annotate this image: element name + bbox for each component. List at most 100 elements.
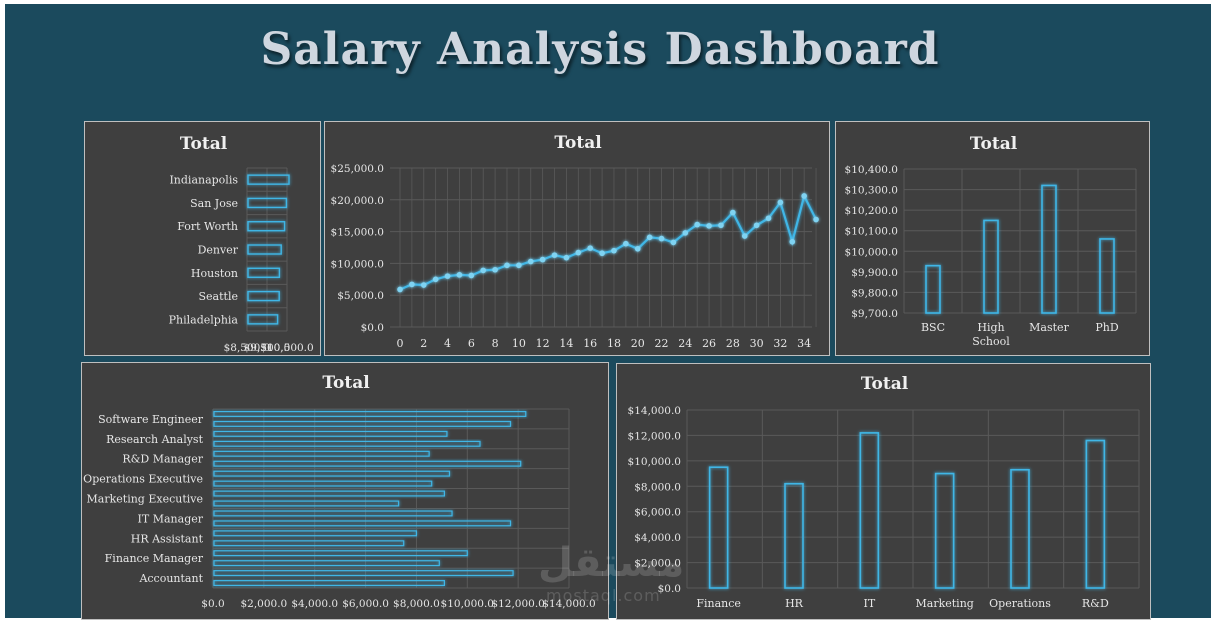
- data-point: [492, 266, 498, 273]
- y-tick-label: $8,000.0: [634, 481, 681, 493]
- x-tick-label: 0: [397, 337, 404, 350]
- data-point: [634, 245, 641, 252]
- data-point: [706, 223, 712, 229]
- chart-svg: Total $0.0 $5,000.0 $10,000.0 $15,000.0 $20,0…: [331, 133, 819, 350]
- category-label: Indianapolis: [169, 174, 238, 187]
- category-label: Marketing: [916, 597, 974, 610]
- data-point: [718, 222, 724, 229]
- x-tick-label: 2: [420, 337, 427, 350]
- bar: [213, 480, 433, 487]
- bar: [708, 466, 729, 589]
- bar: [213, 500, 400, 507]
- series-line: [399, 192, 818, 291]
- plot-area: [686, 409, 1140, 589]
- category-label: Finance: [696, 597, 741, 610]
- x-tick-label: $8,500.0: [224, 342, 271, 354]
- bar: [213, 580, 445, 587]
- bar: [247, 290, 280, 302]
- x-tick-label: 18: [607, 337, 621, 350]
- y-tick-label: $10,200.0: [845, 205, 898, 217]
- department-salary-chart: Total $0.0 $2,000.0 $4,000.0 $6,000.0 $8,000.…: [616, 363, 1151, 620]
- chart-title: Total: [322, 373, 370, 393]
- x-tick-label: 16: [583, 337, 597, 350]
- x-tick-label: $2,000.0: [240, 598, 287, 610]
- bar: [934, 472, 955, 589]
- x-tick-label: $8,000.0: [393, 598, 440, 610]
- bar: [213, 510, 453, 517]
- data-point: [516, 262, 522, 269]
- data-point: [813, 216, 819, 223]
- chart-svg: Total Indianapolis San Jose Fort Worth Denve…: [169, 134, 314, 354]
- x-tick-label: $14,000.0: [542, 598, 595, 610]
- chart-title: Total: [970, 134, 1018, 154]
- y-tick-label: $10,000.0: [331, 258, 384, 270]
- category-label: Denver: [198, 244, 239, 257]
- job-title-salary-chart: Total Software Engineer Research Analyst R&…: [81, 362, 609, 620]
- category-label: R&D: [1082, 597, 1109, 610]
- chart-svg: Total Software Engineer Research Analyst R&…: [83, 373, 596, 610]
- data-point: [432, 276, 439, 283]
- bar: [1010, 468, 1030, 589]
- category-label: Software Engineer: [98, 413, 204, 426]
- category-label: HR Assistant: [131, 532, 204, 545]
- x-tick-label: $10,500.0: [260, 342, 313, 354]
- bar: [213, 460, 522, 467]
- x-tick-label: 14: [559, 337, 573, 350]
- plot-area: [903, 168, 1137, 314]
- bar: [925, 264, 941, 314]
- x-tick-label: 10: [512, 337, 526, 350]
- category-label: Master: [1029, 321, 1069, 334]
- x-tick-label: 30: [750, 337, 764, 350]
- category-label: IT: [863, 597, 875, 610]
- bar: [247, 174, 290, 185]
- y-tick-label: $5,000.0: [337, 290, 384, 302]
- data-point: [599, 250, 605, 257]
- bar: [213, 420, 512, 427]
- y-tick-label: $10,000.0: [628, 456, 681, 468]
- category-label: Seattle: [199, 290, 238, 303]
- bar: [213, 570, 514, 577]
- chart-svg: Total $0.0 $2,000.0 $4,000.0 $6,000.0 $8,000.…: [628, 374, 1140, 610]
- y-tick-label: $25,000.0: [331, 163, 384, 175]
- bar: [213, 490, 445, 497]
- data-point: [753, 222, 760, 229]
- category-label: School: [972, 335, 1010, 348]
- data-point: [480, 267, 487, 274]
- y-tick-label: $10,300.0: [845, 185, 898, 197]
- plot-area: [212, 408, 570, 589]
- data-point: [789, 238, 796, 245]
- category-label: Accountant: [138, 572, 203, 585]
- bar: [213, 520, 512, 527]
- bar: [213, 530, 418, 537]
- education-salary-chart: Total $9,700.0 $9,800.0 $9,900.0 $10,000.0 $1…: [835, 121, 1150, 356]
- data-point: [468, 272, 475, 279]
- data-point: [741, 233, 748, 239]
- data-point: [539, 256, 546, 263]
- bar: [859, 432, 880, 589]
- experience-salary-chart: Total $0.0 $5,000.0 $10,000.0 $15,000.0 $20,0…: [324, 121, 830, 356]
- category-label: R&D Manager: [122, 453, 203, 466]
- y-tick-label: $9,800.0: [851, 287, 898, 299]
- data-point: [765, 215, 772, 222]
- x-tick-label: 24: [678, 337, 692, 350]
- data-point: [397, 286, 403, 293]
- chart-title: Total: [861, 374, 909, 394]
- x-tick-label: 34: [797, 337, 811, 350]
- y-tick-label: $6,000.0: [634, 507, 681, 519]
- bar: [1099, 238, 1115, 314]
- bar: [983, 219, 999, 314]
- bar: [213, 560, 440, 567]
- bar: [247, 314, 279, 325]
- data-point: [456, 272, 463, 278]
- y-tick-label: $20,000.0: [331, 195, 384, 207]
- category-label: IT Manager: [138, 512, 204, 525]
- y-tick-label: $14,000.0: [628, 405, 681, 417]
- y-tick-label: $12,000.0: [628, 430, 681, 442]
- data-point: [563, 254, 570, 261]
- y-tick-label: $9,900.0: [851, 267, 898, 279]
- category-label: Operations Executive: [83, 473, 203, 486]
- x-tick-label: $6,000.0: [342, 598, 389, 610]
- category-label: High: [977, 321, 1004, 334]
- y-tick-label: $2,000.0: [634, 558, 681, 570]
- x-tick-label: $12,000.0: [491, 598, 544, 610]
